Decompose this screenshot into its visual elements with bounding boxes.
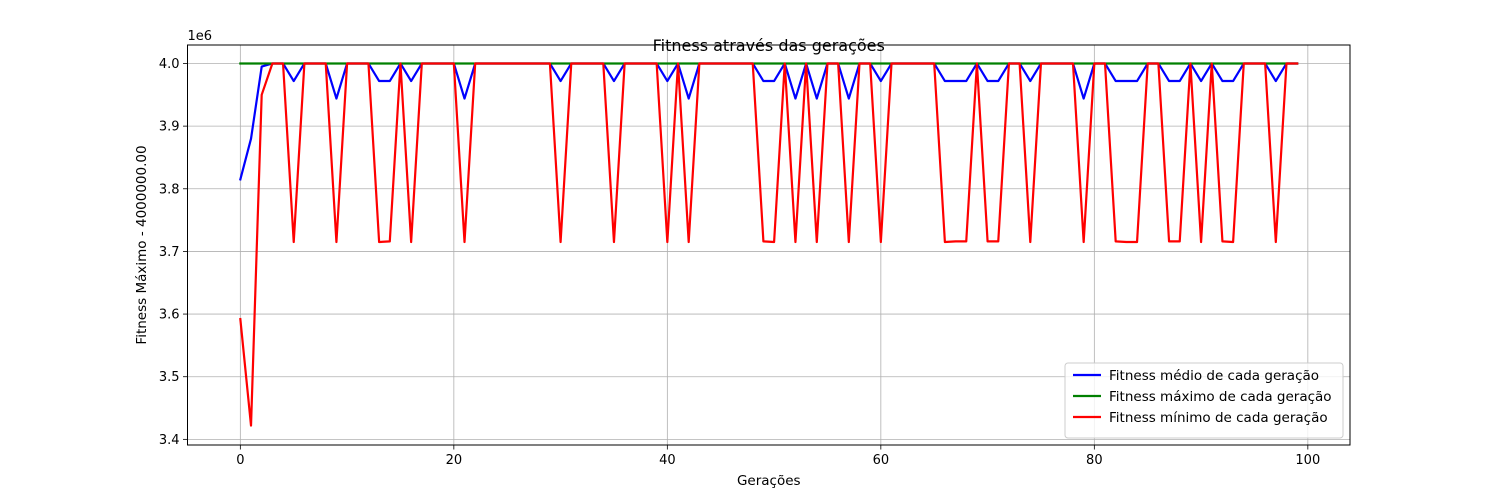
- plot-frame: [187, 44, 1351, 446]
- y-offset-label: 1e6: [188, 29, 213, 44]
- y-tick-label: 3.5: [159, 370, 180, 385]
- grid: [187, 45, 1350, 445]
- y-tick-label: 3.6: [159, 308, 180, 323]
- chart-title: Fitness através das gerações: [653, 36, 885, 55]
- series-layer: [238, 62, 1299, 427]
- y-tick-label: 4.0: [159, 57, 180, 72]
- x-tick-label: 100: [1295, 453, 1320, 468]
- y-tick-label: 3.4: [159, 433, 180, 448]
- x-tick-label: 0: [236, 453, 244, 468]
- legend-box: [1064, 362, 1344, 439]
- series-line-fitness-medio-de-cada-geracao: [238, 62, 1299, 181]
- y-tick-label: 3.8: [159, 182, 180, 197]
- y-axis-label: Fitness Máximo - 4000000.00: [134, 145, 150, 344]
- x-tick-label: 20: [446, 453, 463, 468]
- x-tick-label: 80: [1086, 453, 1103, 468]
- legend-label: Fitness médio de cada geração: [1109, 368, 1319, 384]
- x-tick-label: 60: [873, 453, 890, 468]
- x-axis-ticks: 0 20 40 60 80 100: [236, 445, 1320, 468]
- y-axis-ticks: 3.4 3.5 3.6 3.7 3.8 3.9 4.0: [159, 57, 188, 448]
- legend-label: Fitness máximo de cada geração: [1109, 389, 1332, 405]
- legend-label: Fitness mínimo de cada geração: [1109, 410, 1328, 426]
- x-tick-label: 40: [659, 453, 676, 468]
- series-line-fitness-minimo-de-cada-geracao: [239, 62, 1299, 427]
- x-axis-label: Gerações: [737, 473, 801, 489]
- y-tick-label: 3.9: [159, 120, 180, 135]
- y-tick-label: 3.7: [159, 245, 180, 260]
- legend: Fitness médio de cada geração Fitness máx…: [1064, 362, 1344, 439]
